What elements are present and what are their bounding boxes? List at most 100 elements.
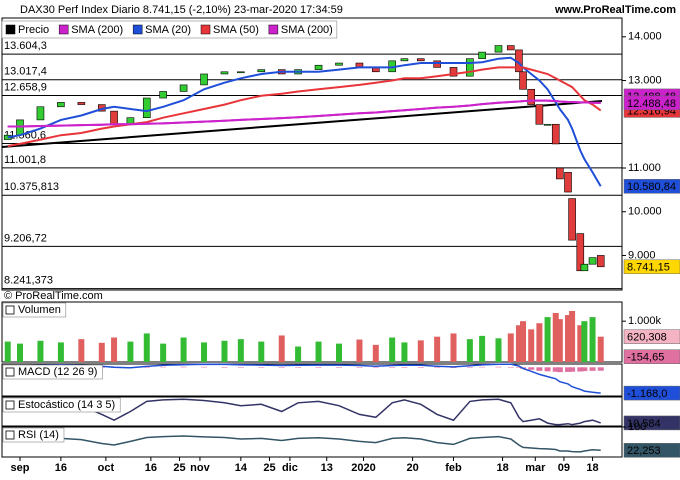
- x-tick-label: mar: [525, 462, 546, 474]
- candle: [433, 60, 441, 68]
- value-tag: [623, 385, 680, 401]
- candle: [77, 102, 86, 105]
- legend-swatch: [5, 24, 16, 35]
- volume-bar: [278, 335, 285, 362]
- panel-title-label: Volumen: [18, 304, 61, 316]
- x-tick-label: 16: [145, 462, 157, 474]
- legend-swatch: [200, 24, 211, 35]
- legend-label: SMA (50): [213, 24, 259, 36]
- candle: [142, 97, 151, 119]
- volume-bar: [16, 343, 23, 362]
- candle: [237, 71, 245, 74]
- value-tag-label: 10,584: [627, 418, 661, 430]
- level-label: 11.560,6: [4, 129, 46, 141]
- trend-line: [1, 100, 603, 148]
- candle: [257, 69, 266, 73]
- x-tick-label: sep: [11, 462, 30, 474]
- histogram-bar: [335, 367, 342, 368]
- x-tick-label: dic: [282, 462, 298, 474]
- y-tick-label: 9.000: [628, 249, 656, 261]
- volume-bar: [180, 337, 187, 362]
- volume-bar: [160, 343, 167, 362]
- legend-box: [1, 20, 338, 39]
- histogram-bar: [356, 367, 363, 368]
- volume-bar: [98, 342, 105, 362]
- y-tick-label: 10.000: [628, 206, 662, 218]
- level-label: 11.001,8: [4, 154, 46, 166]
- volume-bar: [111, 337, 118, 362]
- histogram-bar: [295, 367, 302, 368]
- value-tag: [623, 349, 680, 364]
- value-tag-label: 8.741,15: [627, 262, 670, 274]
- candle: [535, 104, 544, 125]
- histogram-bar: [515, 367, 522, 368]
- histogram-bar: [237, 367, 244, 368]
- candle: [314, 64, 323, 70]
- volume-bar: [372, 344, 379, 362]
- volume-bar: [127, 341, 134, 362]
- volume-bar: [295, 346, 302, 362]
- value-tag: [623, 259, 680, 275]
- panel-icon: [5, 430, 15, 440]
- panel-title-label: RSI (14): [18, 429, 59, 441]
- volume-bar: [495, 338, 502, 362]
- histogram-bar: [577, 367, 584, 372]
- candle: [200, 73, 208, 86]
- candle: [159, 91, 167, 99]
- copyright: © ProRealTime.com: [4, 290, 103, 302]
- candle: [220, 71, 229, 75]
- volume-bar: [556, 319, 563, 362]
- candle: [449, 67, 458, 77]
- x-tick-label: feb: [445, 462, 462, 474]
- candle: [36, 106, 45, 121]
- candle: [580, 263, 589, 272]
- volume-bar: [466, 339, 473, 362]
- legend-swatch: [132, 24, 143, 35]
- panel-title-box: [2, 427, 65, 443]
- volume-bar: [597, 336, 604, 362]
- sma-line: [7, 99, 601, 128]
- histogram-bar: [565, 367, 572, 372]
- x-tick-label: 25: [263, 462, 275, 474]
- volume-bar: [569, 310, 576, 362]
- panel-title: Estocástico (14 3 5): [5, 399, 115, 411]
- level-label: 10.375,813: [4, 181, 59, 193]
- x-tick-label: 16: [55, 462, 67, 474]
- histogram-bar: [581, 367, 588, 372]
- value-tag: [623, 95, 680, 111]
- indicator-line: [7, 435, 601, 453]
- panel-title: RSI (14): [5, 429, 59, 441]
- x-tick-label: 13: [321, 462, 333, 474]
- panel-title: MACD (12 26 9): [5, 366, 97, 378]
- histogram-bar: [389, 367, 396, 368]
- indicator-line: [7, 398, 601, 426]
- value-tag-label: -154,65: [627, 352, 664, 364]
- histogram-bar: [372, 367, 379, 368]
- value-tag-label: 620,308: [627, 332, 667, 344]
- level-label: 13.017,4: [4, 66, 47, 78]
- volume-bar: [78, 339, 85, 362]
- volume-bar: [335, 343, 342, 362]
- histogram-bar: [597, 367, 604, 371]
- volume-bar: [515, 325, 522, 362]
- candle: [179, 84, 188, 92]
- panel-title-box: [2, 397, 121, 413]
- histogram-bar: [434, 367, 441, 368]
- candle: [110, 110, 118, 125]
- x-tick-label: 25: [173, 462, 185, 474]
- level-label: 12.658,9: [4, 81, 47, 93]
- volume-bar: [450, 333, 457, 362]
- volume-bar: [417, 340, 424, 362]
- x-tick-label: 18: [586, 462, 598, 474]
- y-tick-label: 13.000: [628, 74, 662, 86]
- candle: [506, 45, 515, 51]
- candle: [478, 51, 486, 59]
- volume-bar: [143, 333, 150, 362]
- candle: [551, 123, 560, 145]
- volume-bar: [536, 323, 543, 362]
- value-tag: [623, 415, 680, 431]
- legend-label: SMA (200): [71, 24, 123, 36]
- volume-bar: [552, 313, 559, 362]
- histogram-bar: [507, 366, 514, 368]
- candle: [16, 119, 24, 136]
